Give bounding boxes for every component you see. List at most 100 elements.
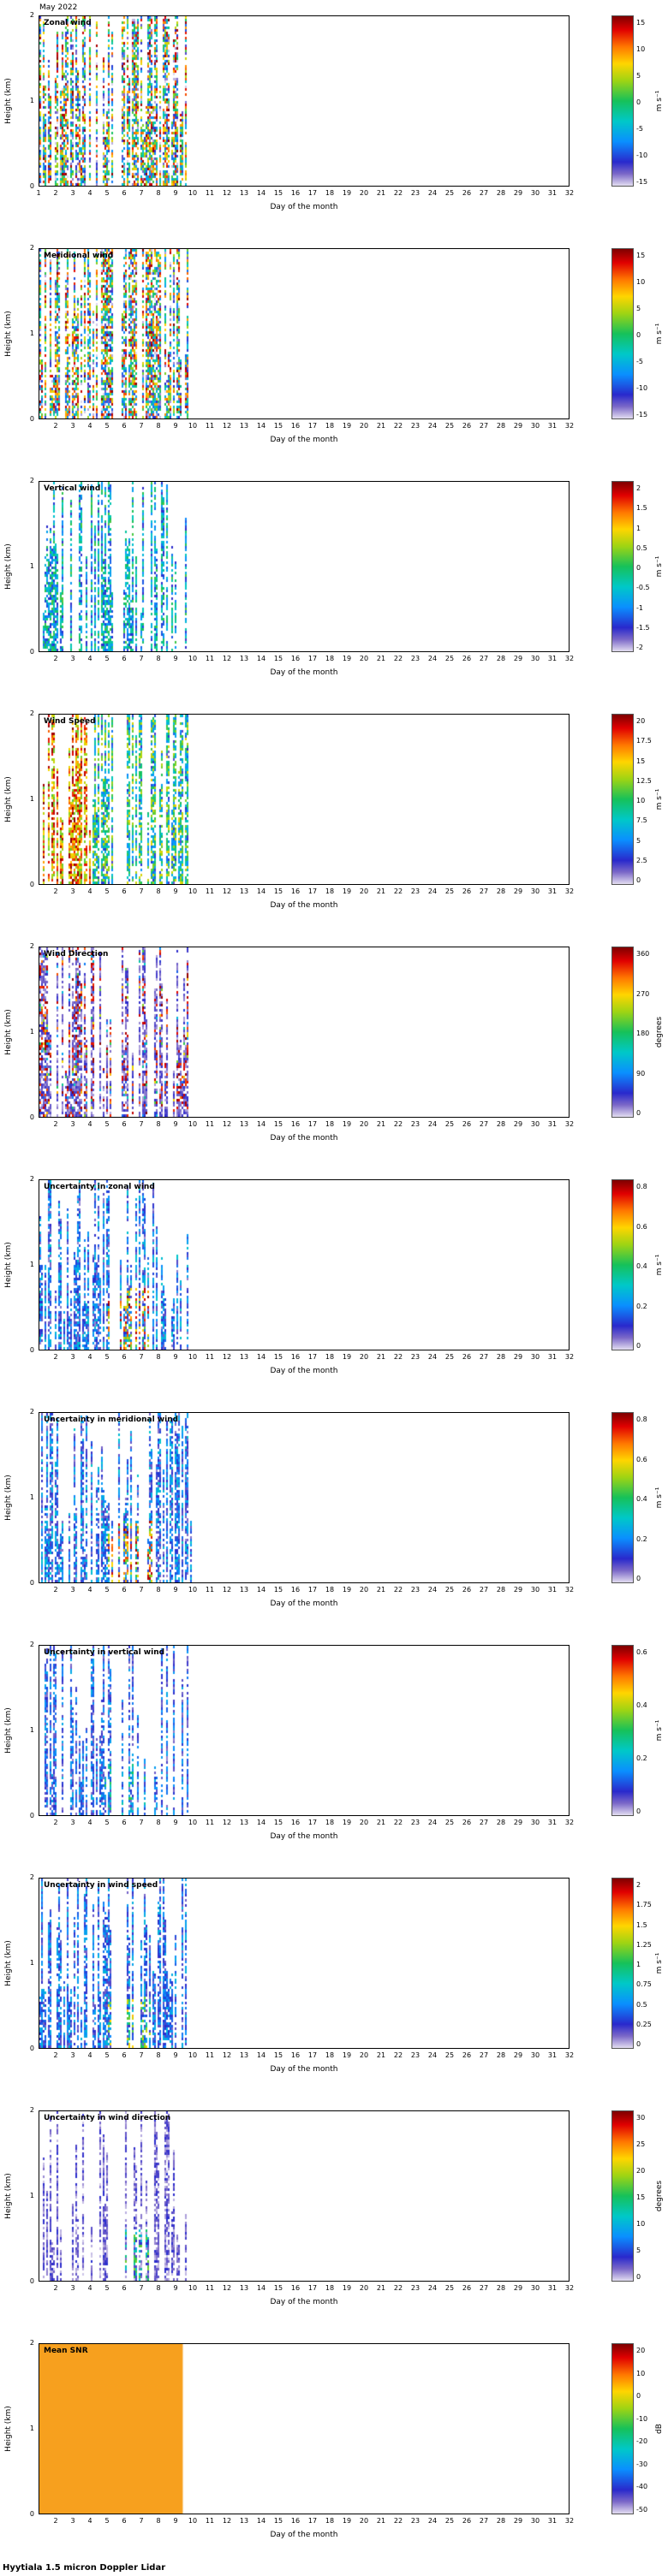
x-tick-label: 25 <box>444 1819 455 1826</box>
colorbar-tick-label: 0 <box>636 1807 641 1815</box>
x-tick-label: 7 <box>139 1586 144 1594</box>
x-tick-label: 11 <box>205 2517 215 2525</box>
x-tick-label: 26 <box>462 2284 472 2292</box>
x-tick-label: 12 <box>222 887 232 895</box>
x-tick-label: 29 <box>513 422 523 430</box>
x-tick-label: 17 <box>307 2284 318 2292</box>
x-tick-label: 29 <box>513 2051 523 2059</box>
colorbar-tick-label: 0.8 <box>636 1416 647 1423</box>
colorbar-tick-label: 1.25 <box>636 1940 652 1949</box>
x-tick-label: 30 <box>530 2051 540 2059</box>
x-tick-label: 27 <box>479 1353 489 1361</box>
x-tick-label: 3 <box>70 422 75 430</box>
x-tick-label: 20 <box>359 655 369 662</box>
x-tick-label: 23 <box>410 2517 420 2525</box>
x-tick-label: 26 <box>462 422 472 430</box>
colorbar-unit-label: m s⁻¹ <box>655 90 664 112</box>
x-tick-label: 23 <box>410 1819 420 1826</box>
y-tick-label: 2 <box>29 1641 34 1648</box>
x-tick-label: 31 <box>547 1819 558 1826</box>
x-tick-label: 7 <box>139 2517 144 2525</box>
x-tick-label: 4 <box>87 655 92 662</box>
x-tick-label: 16 <box>290 1586 301 1594</box>
colorbar-tick-label: 20 <box>636 717 646 725</box>
x-tick-label: 9 <box>173 655 178 662</box>
x-tick-label: 24 <box>427 887 438 895</box>
colorbar-unit-label: degrees <box>655 1016 664 1048</box>
x-tick-label: 17 <box>307 887 318 895</box>
heatmap-canvas <box>39 1646 569 1815</box>
colorbar-tick-label: 10 <box>636 45 646 53</box>
x-tick-label: 28 <box>496 2517 506 2525</box>
x-tick-label: 21 <box>376 1353 386 1361</box>
x-tick-label: 6 <box>122 887 127 895</box>
colorbar-tick-label: 10 <box>636 797 646 804</box>
colorbar-tick-label: -50 <box>636 2506 648 2514</box>
x-tick-label: 32 <box>564 2517 575 2525</box>
colorbar-unit-label: dB <box>655 2424 664 2434</box>
x-tick-label: 12 <box>222 2517 232 2525</box>
colorbar-tick-label: 15 <box>636 252 646 259</box>
colorbar-tick-label: -0.5 <box>636 584 650 592</box>
x-tick-label: 15 <box>273 1353 283 1361</box>
y-tick-label: 0 <box>29 1113 34 1121</box>
x-tick-label: 21 <box>376 1819 386 1826</box>
x-tick-label: 3 <box>70 887 75 895</box>
plot-area: Mean SNR <box>39 2343 570 2514</box>
x-tick-label: 26 <box>462 2517 472 2525</box>
x-tick-label: 7 <box>139 1353 144 1361</box>
x-axis-label: Day of the month <box>270 901 338 910</box>
x-tick-label: 7 <box>139 1819 144 1826</box>
colorbar-unit-label: m s⁻¹ <box>655 1719 664 1742</box>
x-tick-label: 32 <box>564 655 575 662</box>
x-tick-label: 23 <box>410 2051 420 2059</box>
x-tick-label: 20 <box>359 887 369 895</box>
x-tick-label: 24 <box>427 2517 438 2525</box>
x-tick-label: 28 <box>496 422 506 430</box>
x-tick-label: 20 <box>359 422 369 430</box>
x-tick-label: 17 <box>307 1819 318 1826</box>
x-tick-label: 31 <box>547 1120 558 1128</box>
x-tick-label: 13 <box>239 1120 249 1128</box>
x-tick-label: 17 <box>307 1353 318 1361</box>
x-tick-label: 4 <box>87 1353 92 1361</box>
x-tick-label: 4 <box>87 189 92 197</box>
x-tick-label: 17 <box>307 422 318 430</box>
x-tick-label: 8 <box>156 2284 161 2292</box>
y-tick-label: 0 <box>29 1579 34 1587</box>
x-tick-label: 30 <box>530 2284 540 2292</box>
x-tick-label: 25 <box>444 1586 455 1594</box>
x-tick-label: 27 <box>479 655 489 662</box>
colorbar-tick-label: 0 <box>636 331 641 339</box>
x-tick-label: 2 <box>53 655 58 662</box>
x-tick-label: 3 <box>70 189 75 197</box>
x-tick-label: 21 <box>376 422 386 430</box>
x-tick-label: 25 <box>444 2051 455 2059</box>
x-tick-label: 18 <box>325 1586 335 1594</box>
x-tick-label: 22 <box>393 2284 403 2292</box>
x-tick-label: 11 <box>205 1586 215 1594</box>
x-tick-label: 16 <box>290 189 301 197</box>
colorbar-unit-label: m s⁻¹ <box>655 1952 664 1974</box>
x-tick-label: 2 <box>53 1120 58 1128</box>
x-tick-label: 7 <box>139 422 144 430</box>
x-tick-label: 8 <box>156 1353 161 1361</box>
y-tick-label: 2 <box>29 2106 34 2114</box>
x-tick-label: 19 <box>342 2051 352 2059</box>
x-axis-label: Day of the month <box>270 1367 338 1375</box>
x-tick-label: 30 <box>530 189 540 197</box>
x-axis-label: Day of the month <box>270 2065 338 2074</box>
x-tick-label: 8 <box>156 189 161 197</box>
colorbar <box>611 1645 634 1816</box>
heatmap-canvas <box>39 482 569 651</box>
x-tick-label: 23 <box>410 422 420 430</box>
x-tick-label: 29 <box>513 1586 523 1594</box>
x-tick-label: 30 <box>530 887 540 895</box>
colorbar-tick-label: 0.8 <box>636 1183 647 1190</box>
x-tick-label: 23 <box>410 189 420 197</box>
x-tick-label: 20 <box>359 1120 369 1128</box>
plot-area: Vertical wind <box>39 481 570 652</box>
x-tick-label: 31 <box>547 422 558 430</box>
x-tick-label: 20 <box>359 189 369 197</box>
